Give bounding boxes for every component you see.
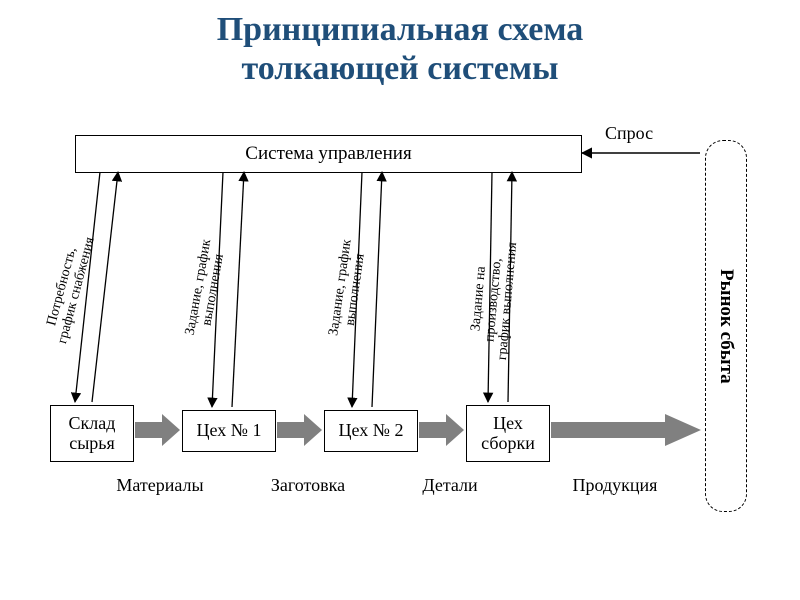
node-control-label: Система управления [241,144,415,165]
node-shop1: Цех № 1 [182,410,276,452]
page-title: Принципиальная схема толкающей системы [0,10,800,88]
rot-label-0: Потребность, график снабжения [41,232,98,346]
rot-label-3: Задание на производство, график выполнен… [467,239,521,361]
diagram-stage: Система управления Склад сырья Цех № 1 Ц… [0,120,800,580]
title-line1: Принципиальная схема [217,11,584,48]
flow-arrow-0 [135,414,180,446]
node-market: Рынок сбыта [705,140,747,512]
rot-label-2: Задание, график выполнения [327,239,370,339]
flow-arrow-3 [551,414,701,446]
flow-label-1: Заготовка [248,475,368,496]
node-shop1-label: Цех № 1 [193,421,266,441]
flow-arrow-2 [419,414,464,446]
flow-label-3: Продукция [555,475,675,496]
node-market-label: Рынок сбыта [715,269,737,384]
flow-arrow-1 [277,414,322,446]
flow-label-0: Материалы [100,475,220,496]
node-warehouse: Склад сырья [50,405,134,462]
title-line2: толкающей системы [241,50,558,87]
node-assembly-label: Цех сборки [477,414,539,454]
arrow-overlay [0,120,800,580]
node-shop2-label: Цех № 2 [335,421,408,441]
rot-label-1: Задание, график выполнения [184,238,230,339]
node-shop2: Цех № 2 [324,410,418,452]
demand-label: Спрос [605,123,653,144]
node-assembly: Цех сборки [466,405,550,462]
node-control-system: Система управления [75,135,582,173]
node-warehouse-label: Склад сырья [65,414,120,454]
flow-label-2: Детали [390,475,510,496]
